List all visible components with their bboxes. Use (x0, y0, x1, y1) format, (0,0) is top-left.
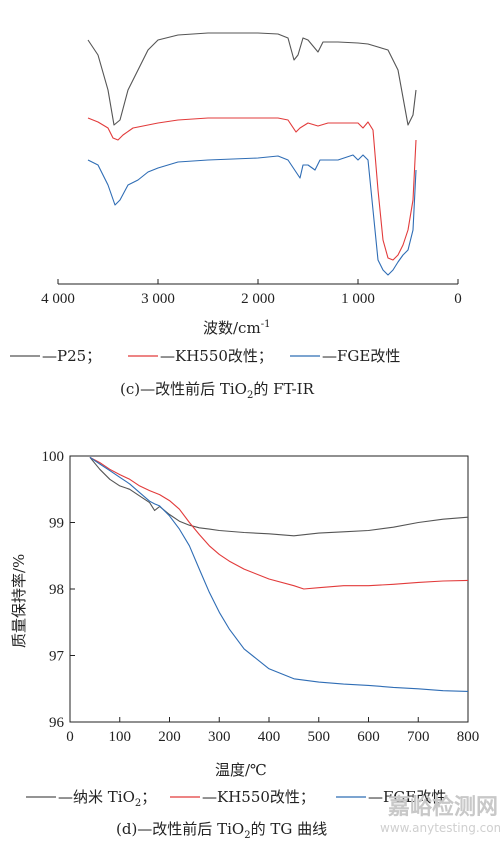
tg-x-tick-label: 200 (158, 729, 181, 745)
tg-x-tick-label: 600 (357, 729, 380, 745)
tg-y-axis-label: 质量保持率/% (10, 554, 28, 648)
ftir-x-tick-label: 0 (454, 291, 462, 307)
ftir-x-axis-label: 波数/cm-1 (203, 319, 270, 337)
tg-x-tick-label: 800 (457, 729, 480, 745)
legend-label-fge: —FGE改性 (368, 788, 446, 806)
tg-legend: —纳米 TiO2； —KH550改性； —FGE改性 (26, 788, 446, 809)
tg-x-tick-label: 100 (109, 729, 132, 745)
watermark: 嘉峪检测网 www.anytesting.com (380, 794, 500, 835)
ftir-x-tick-label: 3 000 (141, 291, 175, 307)
legend-label-nano-tio2: —纳米 TiO2； (58, 788, 156, 809)
tg-x-tick-label: 0 (66, 729, 74, 745)
legend-label-kh550: —KH550改性； (202, 788, 315, 806)
tg-series-kh550 (89, 456, 469, 590)
tg-x-axis-label: 温度/℃ (215, 761, 267, 779)
watermark-url: www.anytesting.com (380, 821, 500, 835)
tg-y-tick-label: 98 (49, 582, 64, 598)
ftir-chart: 4 000 3 000 2 000 1 000 0 波数/cm-1 —P25； —KH5… (10, 32, 462, 401)
tg-y-tick-label: 100 (42, 449, 65, 465)
ftir-caption: (c)—改性前后 TiO2的 FT-IR (120, 380, 315, 401)
legend-label-fge: —FGE改性 (322, 347, 400, 365)
tg-x-tick-label: 500 (308, 729, 331, 745)
tg-x-tick-label: 300 (208, 729, 231, 745)
legend-label-p25: —P25； (42, 347, 101, 365)
ftir-legend: —P25； —KH550改性； —FGE改性 (10, 347, 400, 365)
ftir-x-tick-label: 2 000 (241, 291, 275, 307)
tg-y-tick-label: 97 (49, 649, 65, 665)
tg-y-tick-label: 96 (49, 715, 65, 731)
watermark-logo-text: 嘉峪检测网 (388, 794, 498, 820)
tg-series-fge (89, 456, 469, 692)
tg-x-tick-label: 400 (258, 729, 281, 745)
tg-y-tick-label: 99 (49, 516, 64, 532)
legend-label-kh550: —KH550改性； (160, 347, 273, 365)
ftir-series-fge (87, 154, 417, 276)
ftir-series-kh550 (87, 117, 417, 261)
tg-caption: (d)—改性前后 TiO2的 TG 曲线 (116, 820, 327, 841)
ftir-series-p25 (87, 32, 417, 126)
ftir-x-tick-label: 1 000 (341, 291, 375, 307)
tg-plot-frame (69, 455, 469, 723)
tg-x-tick-label: 700 (407, 729, 430, 745)
ftir-x-tick-label: 4 000 (41, 291, 75, 307)
tg-chart: 0 100 200 300 400 500 600 700 800 96 97 98 99 100 温度/… (10, 449, 479, 841)
tg-series-nano-tio2 (89, 456, 469, 537)
